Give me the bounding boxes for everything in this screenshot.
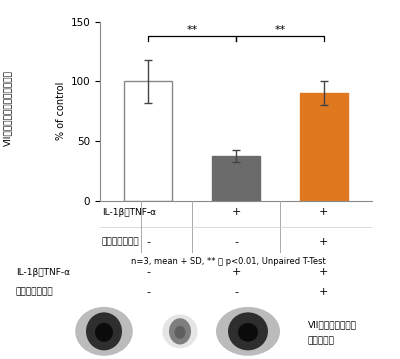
Text: **: **	[274, 25, 286, 35]
Ellipse shape	[216, 307, 280, 356]
Text: VII型コラーゲン遅伝子発現量: VII型コラーゲン遅伝子発現量	[4, 70, 12, 146]
Ellipse shape	[238, 323, 258, 342]
Text: エイジツエキス: エイジツエキス	[102, 237, 139, 246]
Text: **: **	[186, 25, 198, 35]
Text: -: -	[146, 237, 150, 247]
Text: +: +	[231, 267, 241, 277]
Ellipse shape	[169, 318, 191, 345]
Text: -: -	[146, 287, 150, 297]
Text: IL-1β、TNF-α: IL-1β、TNF-α	[102, 208, 156, 217]
Ellipse shape	[162, 314, 198, 348]
Ellipse shape	[228, 312, 268, 350]
Bar	[300, 93, 348, 201]
Text: エイジツエキス: エイジツエキス	[16, 287, 54, 297]
Text: タンパク質: タンパク質	[308, 337, 335, 346]
Y-axis label: % of control: % of control	[56, 82, 66, 140]
Ellipse shape	[174, 326, 186, 339]
Text: +: +	[231, 208, 241, 218]
Text: VII型コラーゲンの: VII型コラーゲンの	[308, 320, 357, 329]
Bar	[124, 81, 172, 201]
Text: n=3, mean + SD, ** ： p<0.01, Unpaired T-Test: n=3, mean + SD, ** ： p<0.01, Unpaired T-…	[131, 257, 325, 266]
Text: +: +	[319, 267, 328, 277]
Ellipse shape	[86, 312, 122, 350]
Ellipse shape	[95, 323, 113, 342]
Text: -: -	[234, 237, 238, 247]
Bar	[212, 155, 260, 201]
Ellipse shape	[75, 307, 133, 356]
Text: +: +	[319, 237, 328, 247]
Text: +: +	[319, 287, 328, 297]
Text: -: -	[146, 267, 150, 277]
Text: -: -	[234, 287, 238, 297]
Text: +: +	[319, 208, 328, 218]
Text: -: -	[146, 208, 150, 218]
Text: IL-1β、TNF-α: IL-1β、TNF-α	[16, 267, 70, 277]
